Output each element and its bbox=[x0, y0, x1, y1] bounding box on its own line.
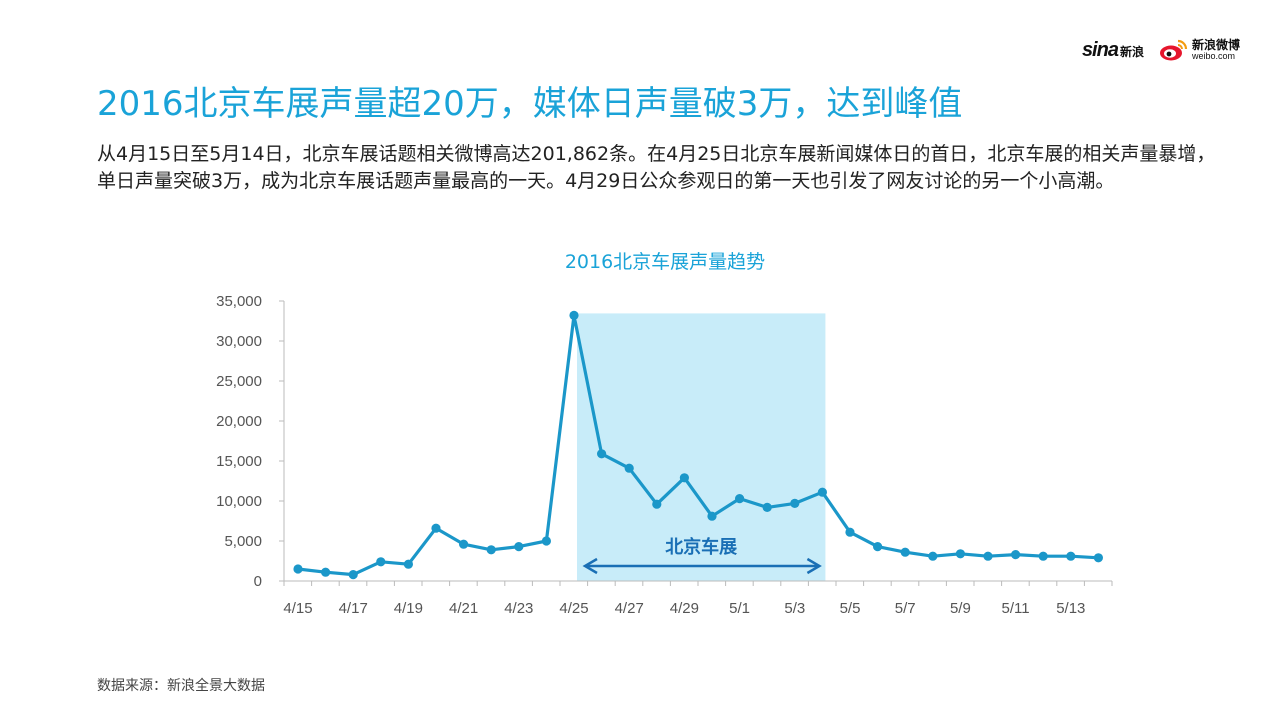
band-arrow-right-head bbox=[806, 557, 822, 575]
x-tick-label: 4/23 bbox=[504, 600, 533, 617]
data-point bbox=[845, 527, 855, 537]
x-tick-label: 4/21 bbox=[449, 600, 478, 617]
sina-logo-text: sina bbox=[1081, 38, 1119, 61]
x-tick-label: 4/27 bbox=[615, 600, 644, 617]
data-point bbox=[900, 547, 910, 557]
data-point bbox=[817, 487, 828, 497]
y-tick-label: 15,000 bbox=[216, 453, 262, 470]
weibo-logo-cn: 新浪微博 bbox=[1191, 37, 1240, 52]
y-tick-label: 30,000 bbox=[216, 333, 262, 350]
x-tick-label: 4/29 bbox=[670, 600, 699, 617]
y-tick-label: 10,000 bbox=[216, 493, 262, 510]
data-source: 数据来源：新浪全景大数据 bbox=[97, 678, 265, 694]
data-point bbox=[403, 559, 413, 569]
data-point bbox=[707, 511, 717, 521]
data-point bbox=[955, 549, 966, 559]
data-point bbox=[790, 498, 800, 508]
data-point bbox=[1093, 553, 1103, 563]
data-point bbox=[541, 536, 552, 546]
x-tick-label: 4/17 bbox=[339, 600, 368, 617]
page-title: 2016北京车展声量超20万，媒体日声量破3万，达到峰值 bbox=[97, 84, 963, 124]
data-point bbox=[597, 449, 607, 459]
page-description: 从4月15日至5月14日，北京车展话题相关微博高达201,862条。在4月25日… bbox=[97, 143, 1216, 192]
data-point bbox=[1038, 551, 1048, 561]
x-tick-label: 5/1 bbox=[729, 600, 750, 617]
data-point bbox=[293, 564, 303, 574]
brand-logos: sina 新浪 新浪微博 weibo.com bbox=[1082, 38, 1240, 62]
data-point bbox=[431, 523, 441, 533]
data-point bbox=[459, 539, 469, 549]
weibo-icon bbox=[1159, 39, 1188, 61]
chart-title: 2016北京车展声量趋势 bbox=[565, 251, 765, 273]
series-line bbox=[297, 313, 1099, 577]
x-tick-label: 5/13 bbox=[1056, 600, 1085, 617]
data-point bbox=[1066, 551, 1076, 561]
data-point bbox=[1011, 550, 1021, 560]
y-tick-label: 0 bbox=[254, 573, 262, 590]
y-tick-label: 35,000 bbox=[216, 293, 262, 310]
data-point bbox=[486, 545, 496, 555]
data-point bbox=[873, 542, 883, 552]
data-point bbox=[321, 567, 331, 577]
sina-logo: sina 新浪 bbox=[1082, 39, 1144, 62]
data-point bbox=[983, 551, 993, 561]
x-tick-label: 5/3 bbox=[784, 600, 805, 617]
x-tick-label: 5/9 bbox=[950, 600, 971, 617]
y-tick-label: 5,000 bbox=[224, 533, 262, 550]
sina-logo-cn: 新浪 bbox=[1119, 44, 1144, 59]
data-point bbox=[762, 502, 772, 512]
x-tick-label: 4/25 bbox=[559, 600, 588, 617]
data-point bbox=[652, 499, 662, 509]
data-point bbox=[928, 551, 938, 561]
x-tick-label: 4/19 bbox=[394, 600, 423, 617]
band-label: 北京车展 bbox=[665, 536, 738, 558]
data-point bbox=[376, 557, 386, 567]
band-arrow-left-head bbox=[582, 557, 598, 575]
weibo-logo: 新浪微博 weibo.com bbox=[1158, 38, 1240, 62]
data-point bbox=[624, 463, 634, 473]
weibo-logo-en: weibo.com bbox=[1191, 50, 1236, 61]
data-point bbox=[514, 542, 524, 552]
x-tick-label: 5/7 bbox=[895, 600, 916, 617]
x-tick-label: 5/11 bbox=[1002, 600, 1030, 617]
data-point bbox=[569, 310, 579, 320]
data-point bbox=[348, 570, 358, 580]
x-tick-label: 4/15 bbox=[283, 600, 312, 617]
y-tick-label: 25,000 bbox=[216, 373, 262, 390]
data-point bbox=[679, 473, 690, 483]
data-point bbox=[735, 494, 745, 504]
x-tick-label: 5/5 bbox=[840, 600, 861, 617]
highlight-band bbox=[577, 313, 826, 581]
y-tick-label: 20,000 bbox=[216, 413, 262, 430]
